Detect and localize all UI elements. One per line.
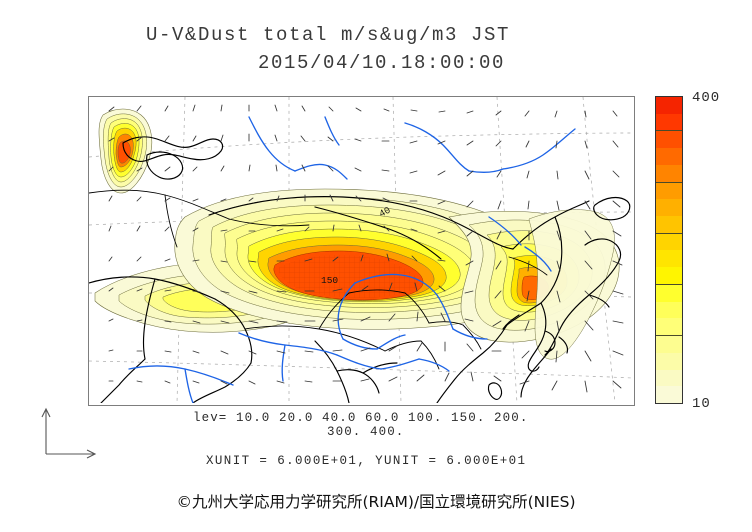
colorbar-min-label: 10 [692, 396, 711, 412]
colorbar-cell [656, 318, 682, 336]
page-title: U-V&Dust total m/s&ug/m3 JST [146, 24, 511, 46]
colorbar[interactable] [655, 96, 683, 404]
colorbar-cell [656, 130, 682, 149]
colorbar-cell [656, 267, 682, 284]
colorbar-cell [656, 335, 682, 353]
wind-vector-field [108, 104, 624, 393]
colorbar-cell [656, 97, 682, 114]
colorbar-cell [656, 386, 682, 403]
colorbar-cell [656, 250, 682, 268]
colorbar-cell [656, 216, 682, 233]
colorbar-cell [656, 181, 682, 200]
rivers-layer [128, 116, 576, 403]
colorbar-max-label: 400 [692, 90, 721, 106]
colorbar-cell [656, 352, 682, 370]
colorbar-cell [656, 148, 682, 165]
coastlines-layer [89, 136, 631, 403]
dust-concentration-field [94, 108, 620, 360]
colorbar-cell [656, 113, 682, 131]
colorbar-cell [656, 369, 682, 387]
colorbar-cell [656, 283, 682, 302]
copyright-credit: ©九州大学応用力学研究所(RIAM)/国立環境研究所(NIES) [176, 493, 576, 511]
forecast-datetime: 2015/04/10.18:00:00 [258, 52, 506, 74]
colorbar-cell [656, 232, 682, 251]
contour-labels: 40 150 [321, 204, 393, 286]
contour-levels-row1: lev= 10.0 20.0 40.0 60.0 100. 150. 200. [193, 411, 529, 425]
contour-levels-row2: 300. 400. [327, 425, 405, 439]
colorbar-cell [656, 164, 682, 182]
vector-scale-key [41, 407, 97, 459]
map-panel[interactable]: 40 150 [88, 96, 635, 406]
map-canvas: 40 150 [89, 97, 632, 403]
unit-scale-label: XUNIT = 6.000E+01, YUNIT = 6.000E+01 [206, 454, 527, 468]
contour-label-150: 150 [321, 275, 338, 286]
colorbar-cell [656, 199, 682, 217]
colorbar-cell [656, 301, 682, 319]
contour-label-40: 40 [377, 204, 392, 219]
